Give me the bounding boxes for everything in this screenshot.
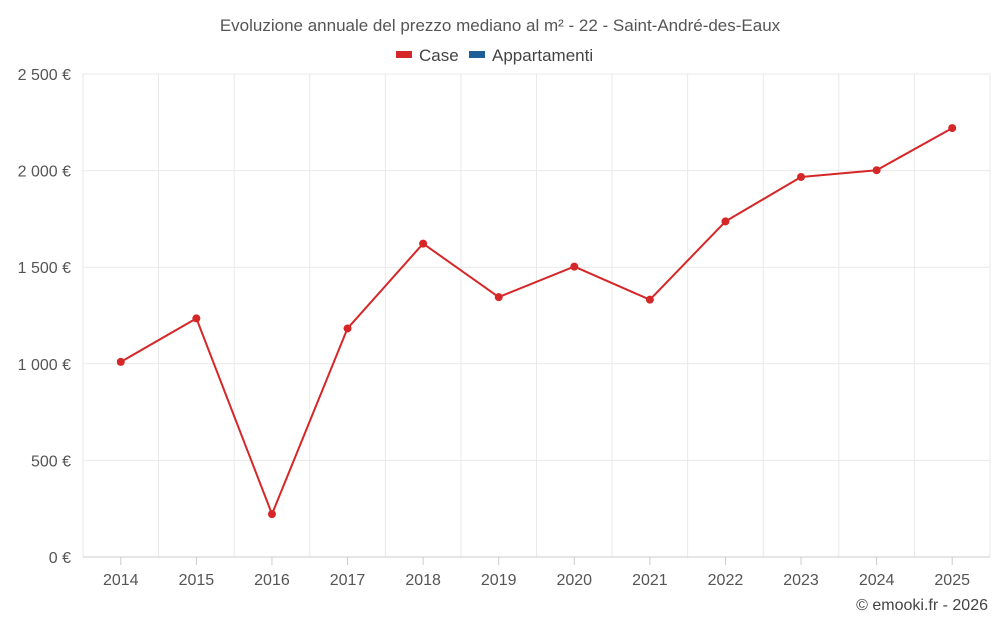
x-tick-label: 2021 <box>632 572 668 589</box>
legend-label-appartamenti: Appartamenti <box>492 46 593 65</box>
data-point-case-2014[interactable] <box>116 357 125 366</box>
y-tick-label: 1 500 € <box>18 260 71 277</box>
x-tick-label: 2024 <box>859 572 895 589</box>
credit-text: © emooki.fr - 2026 <box>856 597 988 614</box>
legend-swatch-case <box>396 51 412 58</box>
data-point-case-2019[interactable] <box>494 293 503 302</box>
x-tick-label: 2017 <box>330 572 366 589</box>
data-point-case-2020[interactable] <box>570 262 579 271</box>
y-tick-label: 0 € <box>49 550 71 567</box>
data-point-case-2024[interactable] <box>872 166 881 175</box>
x-tick-label: 2020 <box>556 572 592 589</box>
data-point-case-2018[interactable] <box>419 239 428 248</box>
x-tick-label: 2023 <box>783 572 819 589</box>
x-tick-label: 2014 <box>103 572 139 589</box>
data-point-case-2022[interactable] <box>721 217 730 226</box>
y-tick-label: 2 000 € <box>18 164 71 181</box>
y-tick-label: 2 500 € <box>18 67 71 84</box>
legend-item-case[interactable]: Case <box>396 46 459 65</box>
y-tick-label: 500 € <box>31 453 71 470</box>
legend-swatch-appartamenti <box>469 51 485 58</box>
x-tick-label: 2025 <box>934 572 970 589</box>
grid-layer <box>82 73 991 557</box>
data-point-case-2023[interactable] <box>797 172 806 181</box>
x-tick-label: 2016 <box>254 572 290 589</box>
x-tick-label: 2019 <box>481 572 517 589</box>
data-point-case-2021[interactable] <box>645 295 654 304</box>
chart-title: Evoluzione annuale del prezzo mediano al… <box>220 16 781 35</box>
legend: Case Appartamenti <box>396 46 593 65</box>
legend-label-case: Case <box>419 46 459 65</box>
x-tick-label: 2018 <box>405 572 441 589</box>
data-point-case-2025[interactable] <box>948 124 957 133</box>
x-tick-label: 2015 <box>179 572 215 589</box>
data-point-case-2015[interactable] <box>192 314 201 323</box>
x-tick-label: 2022 <box>708 572 744 589</box>
y-tick-label: 1 000 € <box>18 357 71 374</box>
series-layer <box>116 124 957 519</box>
series-line-case <box>120 127 953 516</box>
data-point-case-2017[interactable] <box>343 324 352 333</box>
legend-item-appartamenti[interactable]: Appartamenti <box>469 46 593 65</box>
data-point-case-2016[interactable] <box>267 510 276 519</box>
x-axis: 2014 2015 2016 2017 2018 2019 2020 2021 2022 2023… <box>83 556 990 589</box>
y-axis: 0 € 500 € 1 000 € 1 500 € 2 000 € 2 500 € <box>18 67 71 567</box>
